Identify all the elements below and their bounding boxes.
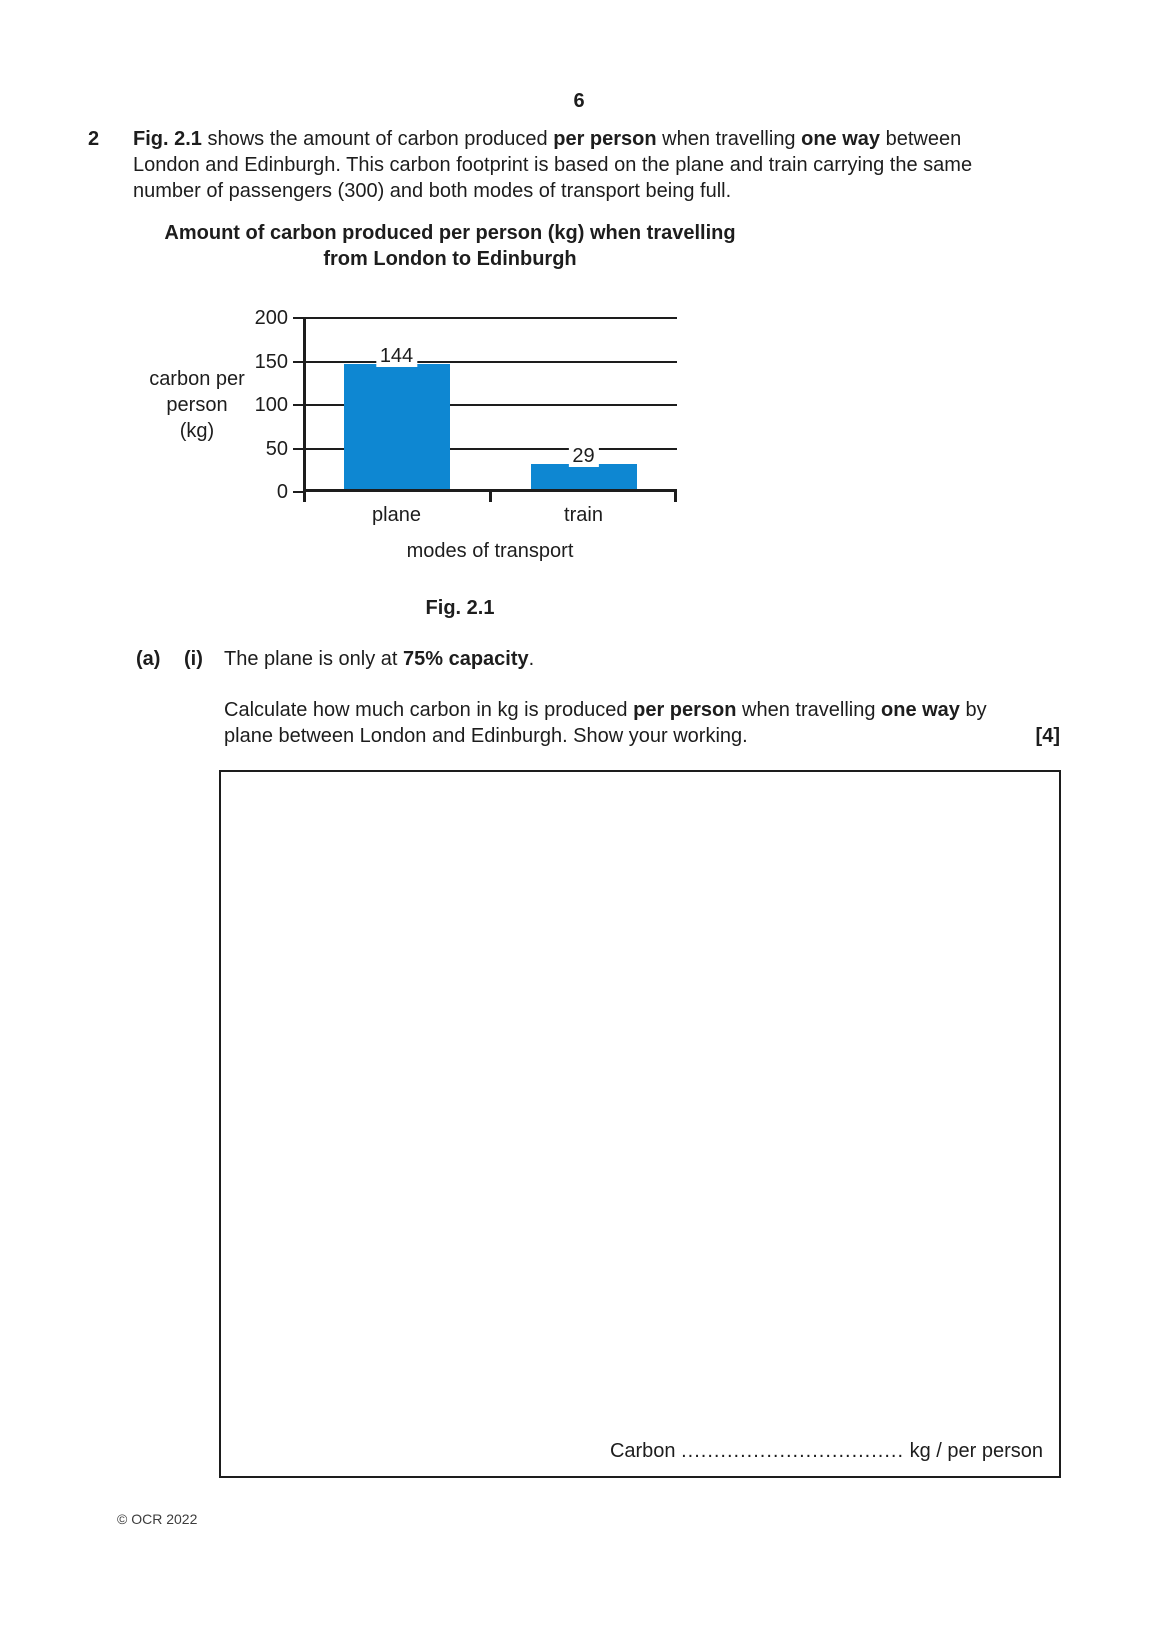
y-tick-0 [293, 491, 303, 493]
y-tick-50 [293, 447, 303, 450]
answer-line: Carbon .................................… [610, 1438, 1043, 1464]
gridline-200 [303, 317, 677, 319]
instruction-block: Calculate how much carbon in kg is produ… [224, 697, 1060, 751]
marks-badge: [4] [1035, 725, 1060, 747]
bar-chart-plot-area: 0 50 100 150 200 144 plane 29 train [255, 307, 677, 526]
part-i-label: (i) [184, 648, 203, 670]
gridline-100 [303, 404, 677, 406]
category-label-plane: plane [372, 504, 421, 526]
chart-title-line2: from London to Edinburgh [323, 248, 577, 270]
answer-prefix: Carbon [609, 1440, 682, 1462]
copyright: © OCR 2022 [117, 1511, 198, 1527]
question-intro: Fig. 2.1 shows the amount of carbon prod… [133, 128, 973, 202]
x-tick-mid [488, 489, 492, 502]
y-tick-150 [293, 360, 303, 363]
y-tick-label-50: 50 [265, 437, 288, 460]
bar-train [530, 463, 637, 489]
y-tick-label-150: 150 [254, 350, 288, 373]
x-axis-label: modes of transport [406, 540, 574, 562]
y-tick-100 [293, 404, 303, 406]
y-tick-label-200: 200 [254, 307, 288, 329]
gridline-50 [303, 447, 677, 450]
y-tick-200 [293, 317, 303, 319]
gridline-150 [303, 360, 677, 363]
bar-value-train: 29 [568, 444, 599, 467]
answer-suffix: kg / per person [904, 1440, 1043, 1462]
answer-dots[interactable]: .................................. [681, 1440, 905, 1462]
question-number: 2 [88, 128, 100, 150]
part-statement: The plane is only at 75% capacity. [224, 648, 535, 670]
chart-title: Amount of carbon produced per person (kg… [100, 220, 800, 272]
y-tick-label-100: 100 [254, 394, 288, 416]
chart-title-line1: Amount of carbon produced per person (kg… [164, 222, 736, 244]
answer-box[interactable]: Carbon .................................… [219, 770, 1061, 1478]
y-axis-label: carbon per person (kg) [149, 368, 245, 442]
bar-plane [343, 363, 450, 489]
part-instruction: Calculate how much carbon in kg is produ… [224, 699, 987, 747]
bar-value-plane: 144 [375, 344, 418, 367]
part-a-label: (a) [136, 648, 161, 670]
y-tick-label-0: 0 [276, 481, 288, 503]
figure-caption: Fig. 2.1 [425, 597, 495, 619]
category-label-train: train [564, 504, 603, 526]
y-axis [303, 318, 306, 502]
x-tick-right [674, 489, 677, 502]
page-number: 6 [573, 90, 585, 112]
